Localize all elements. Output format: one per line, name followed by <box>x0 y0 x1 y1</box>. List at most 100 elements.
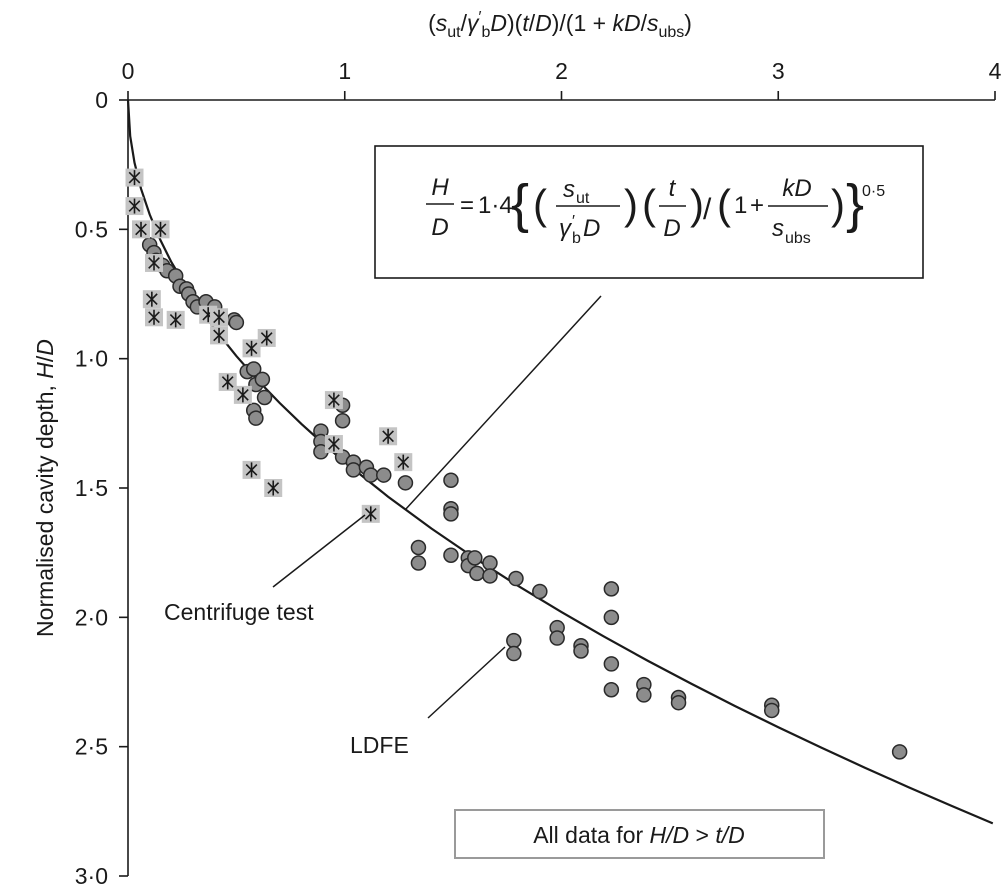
centrifuge-point <box>233 385 252 404</box>
ldfe-label: LDFE <box>350 732 409 758</box>
centrifuge-point <box>145 253 164 272</box>
eq-gamma: γ <box>559 215 573 242</box>
eq-sut-sub: ut <box>576 190 590 207</box>
eq-t-num: t <box>669 175 677 202</box>
ldfe-point <box>248 410 264 426</box>
svg-text:): ) <box>831 181 845 228</box>
note-prefix: All data for <box>533 822 649 848</box>
centrifuge-point <box>151 220 170 239</box>
centrifuge-point <box>324 435 343 454</box>
svg-text:(: ( <box>533 181 547 228</box>
centrifuge-pointer-line <box>272 514 366 588</box>
ldfe-point <box>891 744 908 760</box>
centrifuge-point <box>361 504 380 523</box>
y-tick-label: 1·5 <box>75 475 108 501</box>
centrifuge-point <box>394 453 413 472</box>
svg-text:/: / <box>703 193 712 226</box>
ldfe-point <box>443 506 459 522</box>
ldfe-point <box>532 583 548 600</box>
ldfe-point <box>482 555 498 571</box>
eq-sut: s <box>563 176 575 203</box>
ldfe-point <box>549 630 565 646</box>
ldfe-point <box>345 462 362 478</box>
ldfe-point <box>603 581 620 597</box>
centrifuge-point <box>145 308 164 327</box>
eq-lhs-num: H <box>431 174 449 201</box>
svg-text:}: } <box>846 174 864 234</box>
ldfe-point <box>443 547 459 564</box>
ldfe-point <box>254 371 271 388</box>
centrifuge-point <box>257 328 276 347</box>
ldfe-point <box>508 570 524 587</box>
eq-subs-sub: ubs <box>785 230 811 247</box>
ldfe-point <box>763 702 780 719</box>
eq-coef: 1·4 <box>478 192 513 219</box>
eq-gamma-sub: b <box>572 230 581 247</box>
y-tick-label: 1·0 <box>75 346 108 372</box>
svg-text:): ) <box>690 181 704 228</box>
ldfe-point <box>603 656 620 672</box>
note-gt: > <box>689 822 715 848</box>
y-axis-title: Normalised cavity depth, H/D <box>32 339 58 637</box>
ldfe-point <box>506 632 522 649</box>
centrifuge-point <box>125 168 144 187</box>
svg-text:=: = <box>460 192 474 219</box>
x-ticks: 0 1 2 3 4 <box>122 58 1002 100</box>
y-tick-label: 2·0 <box>75 604 108 630</box>
note-text: All data for H/D > t/D <box>533 822 745 848</box>
svg-text:(: ( <box>717 181 731 228</box>
ldfe-point <box>410 555 427 571</box>
x-axis-title: (sut/γ′bD)(t/D)/(1 + kD/subs) <box>428 9 692 41</box>
ldfe-point <box>443 472 459 488</box>
note-td: t/D <box>715 822 744 848</box>
ldfe-point <box>228 314 245 331</box>
centrifuge-point <box>242 460 261 479</box>
ldfe-point <box>573 643 589 659</box>
y-tick-label: 3·0 <box>75 863 108 886</box>
y-tick-label: 0·5 <box>75 216 108 242</box>
centrifuge-point <box>166 310 185 329</box>
ldfe-point <box>603 609 620 626</box>
ldfe-point <box>376 467 392 483</box>
centrifuge-label: Centrifuge test <box>164 599 314 625</box>
eq-exponent: 0·5 <box>862 183 885 200</box>
eq-t-den: D <box>663 215 680 242</box>
x-tick-label: 3 <box>772 58 785 84</box>
note-hd: H/D <box>650 822 690 848</box>
ldfe-point <box>334 412 351 429</box>
ldfe-point <box>467 550 483 566</box>
centrifuge-point <box>142 290 161 309</box>
ldfe-point <box>482 568 498 584</box>
x-tick-label: 2 <box>555 58 568 84</box>
eq-kd: kD <box>782 175 811 202</box>
eq-gamma-d: D <box>583 215 600 242</box>
centrifuge-point <box>210 326 229 345</box>
centrifuge-point <box>324 391 343 410</box>
eq-subs: s <box>772 215 784 242</box>
centrifuge-point <box>132 220 151 239</box>
equation-box <box>374 145 924 279</box>
ldfe-point <box>397 475 414 491</box>
ldfe-point <box>245 361 262 377</box>
ldfe-point <box>636 687 652 703</box>
x-tick-label: 4 <box>989 58 1002 84</box>
svg-text:): ) <box>624 181 638 228</box>
ldfe-series <box>141 237 908 760</box>
svg-text:{: { <box>511 174 529 234</box>
centrifuge-point <box>210 308 229 327</box>
ldfe-point <box>603 682 620 698</box>
y-tick-label: 0 <box>95 87 108 113</box>
centrifuge-series <box>125 168 413 523</box>
equation-pointer-line <box>404 295 602 511</box>
ldfe-point <box>670 694 687 711</box>
svg-text:(: ( <box>642 181 656 228</box>
ldfe-point <box>256 389 273 406</box>
ldfe-point <box>363 467 379 483</box>
ldfe-point <box>506 645 522 662</box>
svg-text:+: + <box>750 192 764 219</box>
x-tick-label: 0 <box>122 58 135 84</box>
centrifuge-point <box>379 427 398 446</box>
svg-text:′: ′ <box>572 213 575 230</box>
y-tick-label: 2·5 <box>75 734 108 760</box>
